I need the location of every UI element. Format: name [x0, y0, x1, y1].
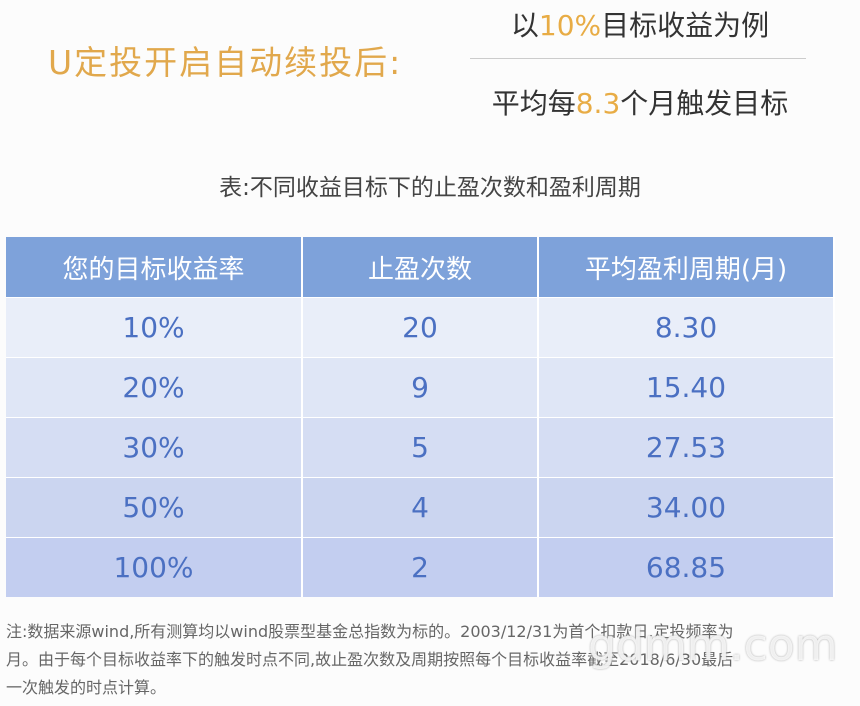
cell: 20	[302, 297, 539, 358]
highlight: 8.3	[575, 87, 621, 120]
title: U定投开启自动续投后:	[48, 43, 403, 82]
cell: 15.40	[538, 357, 835, 418]
row: 10% 20 8.30	[6, 297, 835, 358]
cell: 50%	[6, 477, 303, 538]
cell: 30%	[6, 417, 303, 478]
footnote-line: 月。由于每个目标收益率下的触发时点不同,故止盈次数及周期按照每个目标收益率截至2…	[6, 650, 734, 669]
subtitle-line: 平均每8.3个月触发目标	[470, 82, 810, 122]
footnote-line: 一次触发的时点计算。	[6, 678, 167, 697]
cell: 8.30	[538, 297, 835, 358]
cell: 10%	[6, 297, 303, 358]
cell: 27.53	[538, 417, 835, 478]
cell: 9	[302, 357, 539, 418]
text: 以	[510, 9, 539, 42]
row: 50% 4 34.00	[6, 477, 835, 538]
cell: 100%	[6, 537, 303, 597]
cell: 68.85	[538, 537, 835, 597]
header-row: 您的目标收益率 止盈次数 平均盈利周期(月)	[6, 237, 835, 298]
cell: 4	[302, 477, 539, 538]
row: 100% 2 68.85	[6, 537, 835, 597]
text: 平均每	[491, 87, 576, 120]
row: 20% 9 15.40	[6, 357, 835, 418]
divider	[470, 58, 806, 59]
header-cell: 止盈次数	[302, 237, 539, 298]
caption: 表:不同收益目标下的止盈次数和盈利周期	[219, 175, 641, 201]
text: 目标收益为例	[601, 9, 770, 42]
cell: 2	[302, 537, 539, 597]
row: 30% 5 27.53	[6, 417, 835, 478]
subtitle-line: 以10%目标收益为例	[470, 4, 810, 44]
cell: 5	[302, 417, 539, 478]
header-cell: 平均盈利周期(月)	[538, 237, 835, 298]
footnote-line: 注:数据来源wind,所有测算均以wind股票型基金总指数为标的。2003/12…	[6, 622, 734, 641]
watermark: gdmm.com	[588, 620, 838, 671]
highlight: 10%	[538, 9, 602, 42]
table: 您的目标收益率 止盈次数 平均盈利周期(月) 10% 20 8.30 20% 9 15.40 3…	[6, 237, 835, 597]
cell: 20%	[6, 357, 303, 418]
cell: 34.00	[538, 477, 835, 538]
header-cell: 您的目标收益率	[6, 237, 303, 298]
footnote: 注:数据来源wind,所有测算均以wind股票型基金总指数为标的。2003/12…	[6, 618, 733, 702]
text: 个月触发目标	[620, 87, 789, 120]
